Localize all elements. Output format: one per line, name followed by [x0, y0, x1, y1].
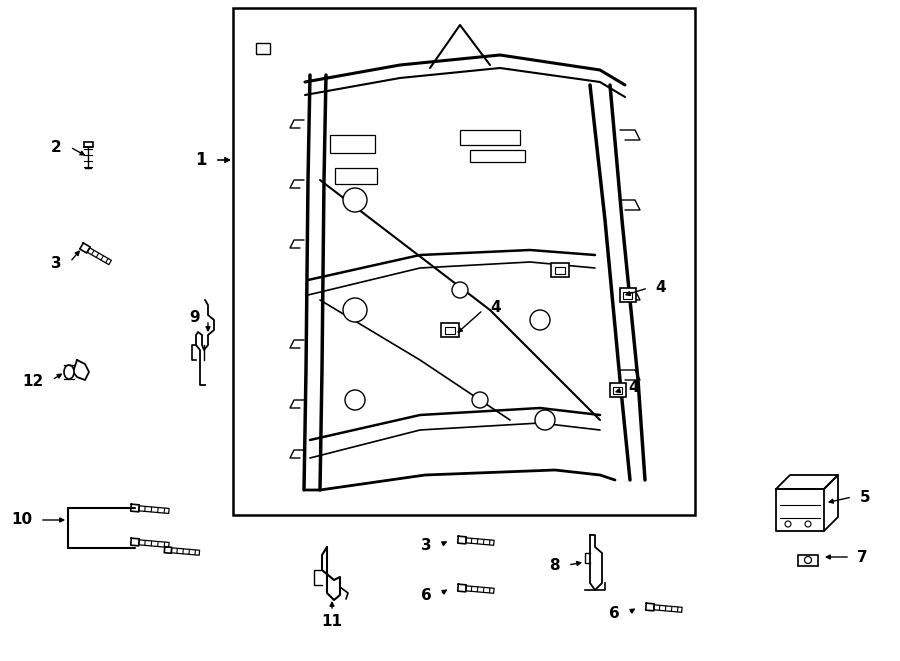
Bar	[84, 142, 93, 147]
Bar	[441, 323, 459, 337]
Bar	[610, 383, 626, 397]
Text: 7: 7	[857, 549, 868, 564]
Text: 3: 3	[421, 539, 432, 553]
Bar	[233, 8, 695, 515]
Text: 4: 4	[628, 381, 639, 395]
Text: 5: 5	[860, 490, 870, 504]
Text: 12: 12	[22, 373, 44, 389]
Circle shape	[530, 310, 550, 330]
Bar	[460, 130, 520, 145]
Text: 8: 8	[549, 559, 560, 574]
Circle shape	[472, 392, 488, 408]
Bar	[555, 267, 565, 274]
Bar	[613, 387, 622, 394]
Bar	[620, 288, 636, 302]
Bar	[330, 135, 375, 153]
Circle shape	[345, 390, 365, 410]
Text: 1: 1	[195, 151, 207, 169]
Circle shape	[343, 298, 367, 322]
Text: 11: 11	[321, 613, 343, 629]
Bar	[256, 43, 270, 54]
Ellipse shape	[64, 365, 74, 379]
Bar	[470, 150, 525, 162]
Bar	[798, 555, 818, 566]
Text: 4: 4	[490, 301, 500, 315]
Circle shape	[343, 188, 367, 212]
Bar	[623, 292, 632, 299]
Text: 4: 4	[655, 280, 666, 295]
Text: 6: 6	[609, 607, 620, 621]
Circle shape	[805, 521, 811, 527]
Text: 10: 10	[11, 512, 32, 527]
Text: 2: 2	[51, 139, 62, 155]
Bar	[445, 327, 455, 334]
Circle shape	[785, 521, 791, 527]
Text: 9: 9	[189, 309, 200, 325]
Bar	[551, 263, 569, 277]
Circle shape	[535, 410, 555, 430]
Text: 6: 6	[421, 588, 432, 602]
Circle shape	[805, 557, 812, 563]
Circle shape	[452, 282, 468, 298]
Text: 3: 3	[51, 256, 62, 270]
Bar	[335, 168, 377, 184]
